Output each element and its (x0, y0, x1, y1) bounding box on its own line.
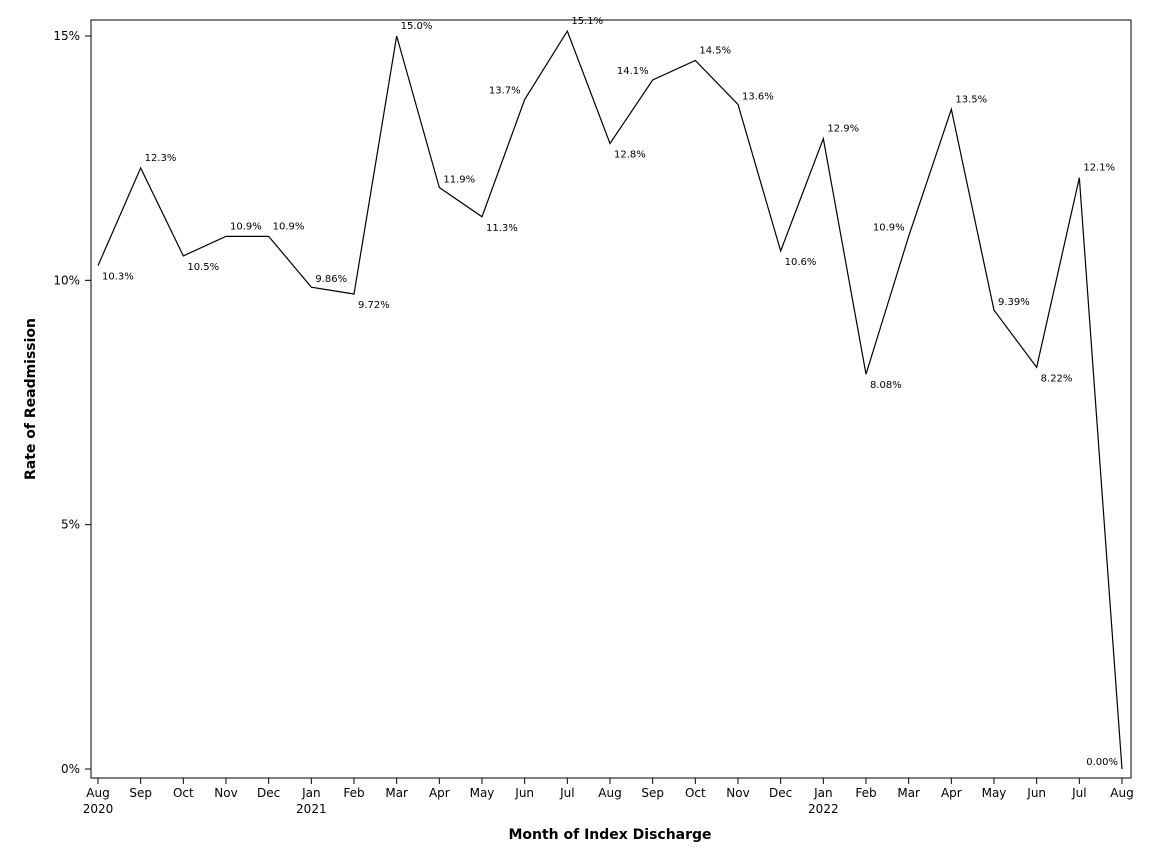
x-tick-label: Apr (429, 786, 450, 800)
data-label: 9.86% (315, 274, 347, 285)
data-label: 0.00% (1086, 757, 1118, 768)
data-label: 10.6% (785, 257, 817, 268)
data-label: 8.22% (1041, 373, 1073, 384)
data-label: 12.1% (1083, 163, 1115, 174)
x-tick-label: Mar (897, 786, 920, 800)
data-label: 9.72% (358, 300, 390, 311)
data-label: 8.08% (870, 380, 902, 391)
x-tick-label: May (470, 786, 495, 800)
x-tick-label: Aug (598, 786, 621, 800)
x-tick-label: Feb (343, 786, 364, 800)
x-tick-label: May (982, 786, 1007, 800)
data-label: 9.39% (998, 297, 1030, 308)
y-axis-title: Rate of Readmission (23, 318, 39, 480)
y-tick-label: 5% (61, 518, 80, 532)
data-label: 13.7% (489, 86, 521, 97)
y-axis: 0% 5% 10% 15% (53, 29, 91, 776)
series-line (97, 29, 1123, 770)
x-tick-label: Apr (941, 786, 962, 800)
data-label: 11.3% (486, 223, 518, 234)
data-label: 10.9% (273, 221, 305, 232)
x-tick-label: Mar (385, 786, 408, 800)
x-tick-label: Dec (769, 786, 792, 800)
data-label: 14.1% (617, 66, 649, 77)
x-tick-label: Nov (726, 786, 749, 800)
data-label: 10.9% (230, 221, 262, 232)
y-tick-label: 15% (53, 29, 80, 43)
data-label: 10.3% (102, 272, 134, 283)
x-tick-label: Aug (86, 786, 109, 800)
y-tick-label: 10% (53, 273, 80, 287)
x-tick-label: Nov (214, 786, 237, 800)
x-tick-label: Jun (514, 786, 534, 800)
series-group (97, 29, 1123, 770)
x-tick-year-label: 2021 (296, 802, 327, 816)
data-label: 12.8% (614, 150, 646, 161)
data-label: 12.3% (145, 153, 177, 164)
x-tick-label: Jan (301, 786, 321, 800)
data-label: 13.5% (955, 94, 987, 105)
x-tick-label: Jul (1071, 786, 1086, 800)
x-tick-label: Feb (855, 786, 876, 800)
data-label: 14.5% (699, 45, 731, 56)
data-labels-group: 10.3% 12.3% 10.5% 10.9% 10.9% 9.86% 9.72% 15.0%… (102, 16, 1118, 768)
x-tick-label: Oct (685, 786, 706, 800)
data-label: 15.0% (401, 21, 433, 32)
x-axis: Aug 2020 Sep Oct Nov Dec Jan 2021 Feb Mar Apr May Ju… (83, 778, 1134, 816)
x-tick-label: Sep (129, 786, 152, 800)
x-tick-label: Jan (813, 786, 833, 800)
x-tick-label: Aug (1110, 786, 1133, 800)
y-tick-label: 0% (61, 762, 80, 776)
x-tick-label: Dec (257, 786, 280, 800)
data-label: 15.1% (571, 16, 603, 27)
data-label: 11.9% (443, 174, 475, 185)
x-tick-label: Jul (559, 786, 574, 800)
x-tick-year-label: 2022 (808, 802, 839, 816)
data-label: 10.9% (873, 222, 905, 233)
plot-area-frame (90, 19, 1132, 779)
data-label: 12.9% (827, 124, 859, 135)
x-tick-label: Sep (641, 786, 664, 800)
data-label: 10.5% (187, 262, 219, 273)
x-axis-title: Month of Index Discharge (508, 827, 711, 843)
x-tick-label: Oct (173, 786, 194, 800)
x-tick-year-label: 2020 (83, 802, 114, 816)
x-tick-label: Jun (1026, 786, 1046, 800)
data-label: 13.6% (742, 91, 774, 102)
